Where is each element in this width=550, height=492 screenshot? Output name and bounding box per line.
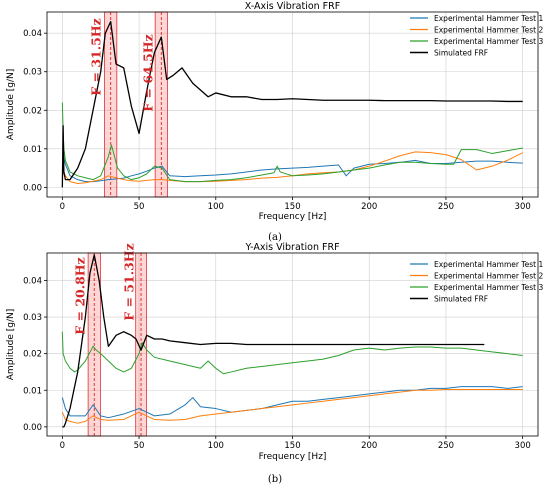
- y-tick-label: 0.04: [23, 276, 42, 286]
- x-tick-label: 150: [284, 441, 300, 451]
- y-tick-label: 0.00: [23, 183, 42, 193]
- x-tick-label: 200: [361, 202, 377, 212]
- x-tick-label: 150: [284, 202, 300, 212]
- y-axis-label: Amplitude [g/N]: [6, 309, 16, 380]
- legend-label: Experimental Hammer Test 3: [434, 37, 543, 46]
- y-tick-label: 0.01: [23, 145, 42, 155]
- y-tick-label: 0.01: [23, 386, 42, 396]
- legend-label: Experimental Hammer Test 1: [434, 14, 543, 23]
- legend-label: Experimental Hammer Test 2: [434, 272, 543, 281]
- y-tick-label: 0.04: [23, 29, 42, 39]
- x-tick-label: 0: [60, 202, 65, 212]
- x-tick-label: 100: [208, 441, 224, 451]
- y-tick-label: 0.00: [23, 423, 42, 433]
- x-tick-label: 50: [134, 202, 145, 212]
- resonance-label: F = 64.5Hz: [141, 34, 156, 111]
- figure-caption: (a): [268, 232, 282, 243]
- legend-label: Experimental Hammer Test 3: [434, 283, 543, 292]
- chart-title: X-Axis Vibration FRF: [245, 1, 340, 12]
- resonance-label: F = 51.3Hz: [122, 243, 137, 320]
- y-tick-label: 0.03: [23, 313, 42, 323]
- series-line: [61, 331, 523, 375]
- x-tick-label: 0: [60, 441, 65, 451]
- legend: Experimental Hammer Test 1 Experimental H…: [410, 260, 543, 304]
- series-line: [61, 157, 523, 183]
- y-tick-label: 0.02: [23, 106, 42, 116]
- legend-label: Experimental Hammer Test 2: [434, 26, 543, 35]
- y-axis-label: Amplitude [g/N]: [6, 69, 16, 140]
- chart-y-axis-frf: F = 20.8Hz F = 51.3Hz 0 50 100 150 200 250 300 0.…: [6, 242, 543, 485]
- figure-caption: (b): [268, 474, 282, 485]
- chart-x-axis-frf: F = 31.5Hz F = 64.5Hz 0 50 100 150 200 250 300 0.…: [6, 1, 543, 243]
- x-axis-label: Frequency [Hz]: [259, 212, 327, 222]
- series-line: [61, 151, 523, 185]
- x-tick-label: 200: [361, 441, 377, 451]
- resonance-label: F = 20.8Hz: [73, 257, 88, 334]
- series-line: [61, 20, 523, 188]
- legend-label: Experimental Hammer Test 1: [434, 260, 543, 269]
- grid: [47, 253, 538, 436]
- x-tick-label: 100: [208, 202, 224, 212]
- series-line: [61, 389, 523, 424]
- x-tick-label: 250: [438, 202, 454, 212]
- resonance-label: F = 31.5Hz: [89, 18, 104, 95]
- x-tick-label: 300: [515, 441, 531, 451]
- series-line: [62, 254, 485, 428]
- series-line: [61, 102, 523, 183]
- legend: Experimental Hammer Test 1 Experimental H…: [410, 14, 543, 58]
- y-tick-label: 0.03: [23, 68, 42, 78]
- x-axis-label: Frequency [Hz]: [259, 452, 327, 462]
- x-tick-label: 50: [134, 441, 145, 451]
- x-tick-label: 250: [438, 441, 454, 451]
- chart-title: Y-Axis Vibration FRF: [244, 242, 339, 253]
- grid: [47, 12, 538, 197]
- legend-label: Simulated FRF: [434, 49, 488, 58]
- legend-label: Simulated FRF: [434, 295, 488, 304]
- x-tick-label: 300: [515, 202, 531, 212]
- y-tick-label: 0.02: [23, 350, 42, 360]
